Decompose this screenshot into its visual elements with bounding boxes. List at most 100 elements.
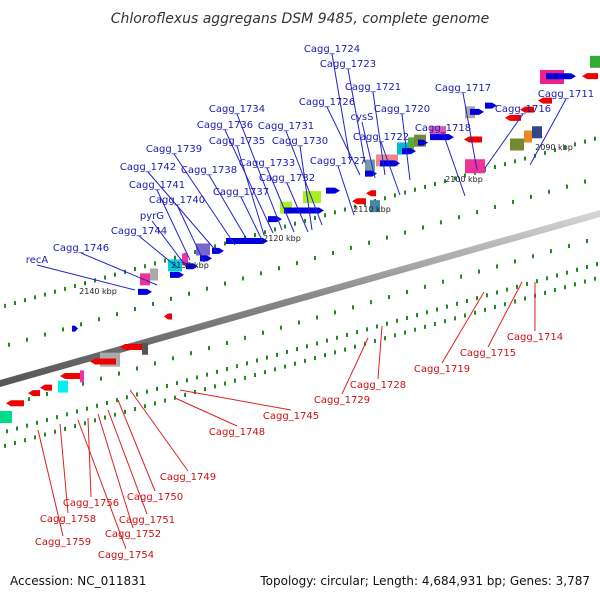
scale-ticks: 2140 kbp 2130 kbp 2120 kbp 2110 kbp 2100 kbp… bbox=[79, 143, 573, 296]
track-dot bbox=[278, 266, 280, 271]
label-leader-line bbox=[224, 129, 274, 234]
scale-tick-label: 2130 kbp bbox=[171, 261, 209, 270]
track-dot bbox=[546, 276, 548, 281]
track-dot bbox=[234, 378, 236, 383]
track-dot bbox=[190, 351, 192, 356]
reverse-gene-arrow bbox=[164, 313, 172, 320]
label-leaders bbox=[36, 53, 567, 550]
track-dot bbox=[224, 281, 226, 286]
label-leader-line bbox=[138, 235, 179, 269]
forward-gene-label: Cagg_1716 bbox=[495, 104, 551, 115]
label-leader-line bbox=[176, 204, 205, 263]
track-dot bbox=[566, 270, 568, 275]
track-dot bbox=[324, 353, 326, 358]
label-leader-line bbox=[347, 68, 366, 164]
track-dot bbox=[274, 367, 276, 372]
track-dot bbox=[566, 184, 568, 189]
reverse-gene-label: Cagg_1759 bbox=[35, 537, 91, 548]
track-dot bbox=[144, 264, 146, 269]
forward-gene-label: Cagg_1724 bbox=[304, 44, 360, 55]
track-dot bbox=[224, 381, 226, 386]
label-leader-line bbox=[372, 91, 386, 176]
label-leader-line bbox=[401, 113, 411, 181]
track-dot bbox=[442, 279, 444, 284]
track-dot bbox=[466, 298, 468, 303]
track-dot bbox=[586, 238, 588, 243]
gene-block bbox=[365, 159, 375, 172]
label-leader-line bbox=[240, 196, 263, 241]
track-dot bbox=[506, 287, 508, 292]
track-dot bbox=[242, 276, 244, 281]
forward-gene-label: Cagg_1737 bbox=[213, 187, 269, 198]
track-dot bbox=[464, 173, 466, 178]
track-dot bbox=[246, 361, 248, 366]
forward-gene-arrow bbox=[402, 148, 416, 155]
track-dot bbox=[404, 190, 406, 195]
track-dot bbox=[388, 295, 390, 300]
forward-gene-arrow bbox=[365, 170, 377, 177]
forward-gene-label: Cagg_1744 bbox=[111, 226, 167, 237]
forward-gene-arrow bbox=[138, 288, 152, 295]
track-dot bbox=[440, 220, 442, 225]
forward-gene-arrow bbox=[170, 271, 184, 278]
track-dot bbox=[24, 298, 26, 303]
reverse-gene-arrow bbox=[538, 97, 552, 104]
track-dot bbox=[74, 284, 76, 289]
gene-block bbox=[303, 191, 321, 204]
track-dot bbox=[44, 432, 46, 437]
track-dot bbox=[354, 204, 356, 209]
forward-gene-label: Cagg_1717 bbox=[435, 83, 491, 94]
gene-block bbox=[408, 137, 414, 150]
track-dot bbox=[206, 286, 208, 291]
track-dot bbox=[226, 340, 228, 345]
track-dot bbox=[350, 245, 352, 250]
scale-tick-label: 2100 kbp bbox=[445, 175, 483, 184]
label-leader-line bbox=[174, 397, 238, 427]
track-dot bbox=[136, 392, 138, 397]
track-dot bbox=[26, 423, 28, 428]
gene-block bbox=[590, 55, 600, 68]
forward-gene-arrow bbox=[268, 216, 282, 223]
label-leader-line bbox=[487, 281, 523, 348]
track-dot bbox=[568, 244, 570, 249]
track-dot bbox=[146, 389, 148, 394]
track-dot bbox=[62, 327, 64, 332]
label-leader-line bbox=[173, 153, 236, 246]
track-dot bbox=[134, 407, 136, 412]
forward-gene-label: Cagg_1718 bbox=[415, 123, 471, 134]
forward-gene-label: Cagg_1730 bbox=[272, 136, 328, 147]
track-dot bbox=[84, 281, 86, 286]
track-dot bbox=[366, 327, 368, 332]
track-dot bbox=[262, 330, 264, 335]
label-leader-line bbox=[151, 220, 186, 266]
track-dot bbox=[524, 296, 526, 301]
track-dot bbox=[476, 296, 478, 301]
track-dot bbox=[532, 254, 534, 259]
track-dot bbox=[54, 289, 56, 294]
track-dot bbox=[414, 187, 416, 192]
track-dot bbox=[94, 418, 96, 423]
track-dot bbox=[584, 179, 586, 184]
reverse-gene-label: Cagg_1752 bbox=[105, 529, 161, 540]
track-dot bbox=[514, 259, 516, 264]
track-dot bbox=[44, 332, 46, 337]
track-dot bbox=[118, 371, 120, 376]
label-leader-line bbox=[156, 189, 191, 261]
track-dot bbox=[326, 338, 328, 343]
track-dot bbox=[56, 415, 58, 420]
track-dot bbox=[34, 295, 36, 300]
forward-gene-label: Cagg_1711 bbox=[538, 89, 594, 100]
track-dot bbox=[298, 320, 300, 325]
track-dot bbox=[554, 148, 556, 153]
reverse-gene-arrow bbox=[60, 373, 80, 379]
track-dot bbox=[384, 196, 386, 201]
track-dot bbox=[156, 386, 158, 391]
track-dot bbox=[512, 199, 514, 204]
forward-gene-label: Cagg_1727 bbox=[310, 156, 366, 167]
label-leader-line bbox=[380, 141, 401, 196]
track-dot bbox=[404, 230, 406, 235]
scale-tick-label: 2090 kbp bbox=[535, 143, 573, 152]
track-dot bbox=[584, 139, 586, 144]
track-dot bbox=[116, 398, 118, 403]
track-dot bbox=[596, 262, 598, 267]
